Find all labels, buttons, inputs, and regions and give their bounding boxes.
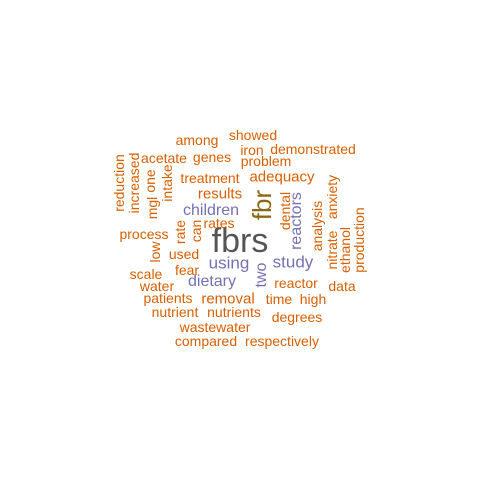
word-fear: fear: [174, 262, 200, 278]
word-patients: patients: [143, 290, 193, 306]
word-nutrient: nutrient: [151, 304, 199, 320]
word-process: process: [119, 226, 169, 242]
word-iron: iron: [240, 142, 264, 158]
word-high: high: [299, 291, 327, 307]
word-using: using: [208, 253, 250, 273]
word-used: used: [168, 246, 200, 262]
word-intake: intake: [159, 164, 175, 202]
word-two: two: [253, 262, 270, 288]
word-ethanol: ethanol: [337, 227, 353, 273]
word-demonstrated: demonstrated: [270, 141, 356, 157]
word-degrees: degrees: [271, 309, 323, 325]
word-can: can: [188, 219, 204, 243]
word-data: data: [328, 278, 356, 294]
word-removal: removal: [201, 290, 255, 308]
word-compared: compared: [174, 333, 238, 349]
word-adequacy: adequacy: [249, 168, 315, 186]
word-wastewater: wastewater: [179, 319, 251, 335]
word-reduction: reduction: [111, 154, 127, 212]
word-rates: rates: [203, 215, 235, 231]
word-among: among: [175, 132, 219, 148]
word-one: one: [142, 169, 158, 193]
word-analysis: analysis: [309, 200, 325, 252]
word-reactor: reactor: [274, 275, 318, 291]
word-acetate: acetate: [141, 150, 187, 166]
word-problem: problem: [240, 153, 292, 169]
word-fbr: fbr: [247, 189, 277, 221]
word-dietary: dietary: [187, 273, 237, 290]
word-treatment: treatment: [180, 170, 240, 186]
word-results: results: [197, 185, 243, 203]
word-increased: increased: [126, 152, 142, 214]
word-dental: dental: [277, 191, 293, 231]
word-genes: genes: [192, 149, 232, 165]
word-time: time: [265, 291, 293, 307]
word-water: water: [139, 278, 175, 294]
word-respectively: respectively: [245, 333, 319, 349]
word-production: production: [351, 207, 367, 273]
word-mgl: mgl: [144, 196, 160, 220]
word-showed: showed: [228, 127, 278, 143]
word-nutrients: nutrients: [207, 304, 261, 320]
word-fbrs: fbrs: [211, 222, 269, 260]
word-rate: rate: [172, 219, 188, 245]
word-scale: scale: [129, 266, 163, 282]
word-anxiety: anxiety: [324, 174, 340, 220]
word-children: children: [182, 202, 240, 219]
word-study: study: [272, 252, 314, 272]
word-low: low: [147, 241, 163, 263]
